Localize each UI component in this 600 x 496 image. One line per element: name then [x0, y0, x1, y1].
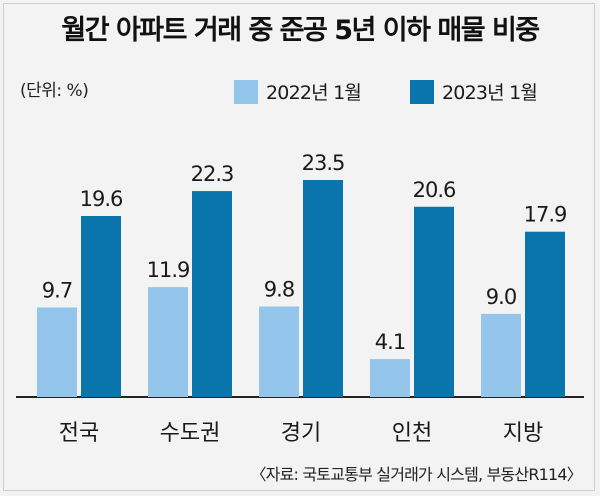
- data-label-2022-4: 9.0: [486, 285, 516, 309]
- bar-2022-2: [259, 306, 299, 397]
- data-label-2023-4: 17.9: [524, 203, 567, 227]
- bar-2023-0: [81, 216, 121, 397]
- bar-2023-4: [525, 231, 565, 397]
- data-label-2022-2: 9.8: [264, 278, 294, 302]
- bar-2022-1: [148, 287, 188, 397]
- data-label-2023-3: 20.6: [413, 178, 456, 202]
- category-label-4: 지방: [503, 421, 543, 446]
- legend-label-2023: 2023년 1월: [442, 82, 538, 104]
- data-label-2022-3: 4.1: [375, 330, 405, 354]
- category-label-1: 수도권: [160, 421, 221, 446]
- data-label-2022-1: 11.9: [147, 258, 190, 282]
- category-label-2: 경기: [281, 421, 321, 446]
- legend-item-2023: 2023년 1월: [410, 78, 538, 105]
- category-label-0: 전국: [59, 421, 99, 446]
- data-label-2023-1: 22.3: [191, 162, 234, 186]
- data-label-2022-0: 9.7: [42, 278, 72, 302]
- legend-swatch-2023: [410, 79, 434, 104]
- unit-label: (단위: %): [20, 81, 89, 101]
- source-note: 〈자료: 국토교통부 실거래가 시스템, 부동산R114〉: [250, 465, 582, 484]
- bar-2022-3: [370, 359, 410, 397]
- bar-2022-0: [37, 307, 77, 397]
- bar-2022-4: [481, 313, 521, 397]
- bar-2023-2: [303, 180, 343, 397]
- legend-item-2022: 2022년 1월: [234, 78, 362, 105]
- legend-swatch-2022: [234, 79, 258, 104]
- legend-label-2022: 2022년 1월: [266, 82, 362, 104]
- bar-2023-3: [414, 206, 454, 397]
- data-label-2023-2: 23.5: [302, 151, 345, 175]
- category-label-3: 인천: [392, 421, 432, 446]
- data-label-2023-0: 19.6: [80, 187, 123, 211]
- bar-2023-1: [192, 191, 232, 397]
- chart-title: 월간 아파트 거래 중 준공 5년 이하 매물 비중: [61, 15, 540, 46]
